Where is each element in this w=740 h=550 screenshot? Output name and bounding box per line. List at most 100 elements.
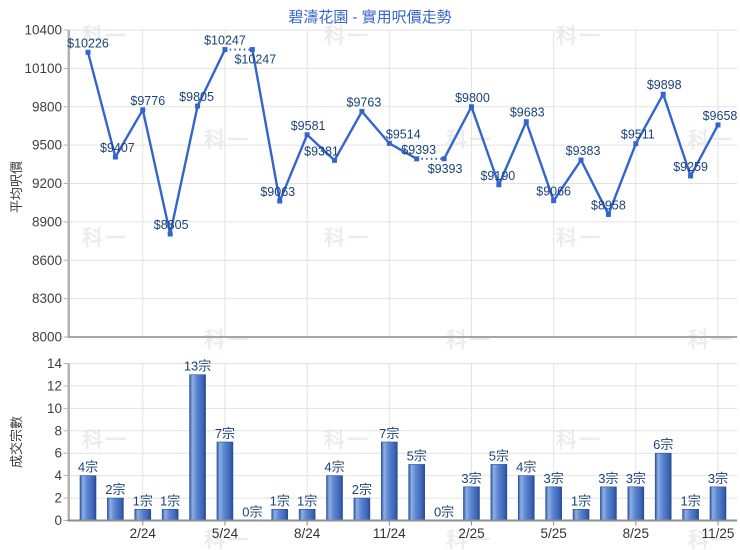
y-axis-line [67,30,70,337]
point-label: $9259 [673,160,708,174]
volume-bar[interactable] [517,475,535,521]
line-point-marker[interactable] [715,122,721,128]
volume-bar[interactable] [79,475,97,521]
x-tick-label: 5/25 [541,526,567,541]
point-label: $9898 [647,78,682,92]
y-tick-label: 12 [47,378,62,393]
bar-label: 4宗 [324,460,344,475]
volume-bar[interactable] [682,508,699,521]
bar-label: 3宗 [461,471,481,486]
bar-label: 2宗 [105,482,125,497]
bar-label: 1宗 [571,493,591,508]
volume-bar[interactable] [463,486,480,521]
watermark: 科一 [204,529,250,550]
line-point-marker[interactable] [167,231,173,237]
y-tick-label: 10 [47,401,62,416]
volume-bar[interactable] [627,486,645,521]
point-label: $10247 [204,34,246,48]
volume-bar-chart: 0 2 4 6 8 10 12 14 4宗 2宗 1宗 1宗 13宗 7宗 0宗 1宗 1宗 4宗 2宗 7宗 5宗 0宗… [47,356,737,541]
watermark: 科一 [82,429,128,452]
point-label: $9658 [703,109,738,123]
volume-bar[interactable] [271,508,289,521]
volume-bar[interactable] [408,464,425,521]
line-point-marker[interactable] [85,49,91,55]
x-tick-label: 2/24 [130,526,157,541]
line-point-marker[interactable] [386,140,392,146]
point-label: $10226 [67,36,109,50]
point-label: $9776 [130,94,165,108]
volume-bar[interactable] [189,374,206,521]
volume-bar[interactable] [134,508,152,521]
x-tick-label: 11/24 [373,526,406,541]
watermark: 科一 [82,25,128,48]
line-point-marker[interactable] [277,198,283,204]
line-point-marker[interactable] [578,157,584,163]
point-label: $9763 [347,95,382,109]
point-label: $9581 [291,119,326,133]
line-point-marker[interactable] [359,108,365,114]
bar-label: 0宗 [242,505,262,520]
line-point-marker[interactable] [633,141,639,147]
line-point-marker[interactable] [551,198,557,204]
line-point-marker[interactable] [140,107,146,113]
bar-label: 0宗 [434,505,454,520]
line-point-marker[interactable] [660,91,666,97]
line-point-marker[interactable] [222,47,228,53]
volume-bar[interactable] [107,497,124,521]
y-tick-label: 8900 [32,214,62,229]
y-tick-label: 8300 [32,291,62,306]
point-label: $9805 [179,90,214,104]
line-point-marker[interactable] [195,103,201,109]
watermark: 科一 [204,129,250,152]
volume-bar[interactable] [216,441,234,521]
bar-label: 1宗 [270,493,290,508]
line-point-marker[interactable] [249,47,255,53]
y-axis-line [67,363,70,521]
point-label: $9683 [510,106,545,120]
y-tick-label: 9800 [32,99,62,114]
bar-label: 3宗 [626,471,646,486]
line-point-marker[interactable] [441,156,447,162]
volume-bar[interactable] [545,486,562,521]
y-tick-label: 8600 [32,253,62,268]
point-label: $9190 [480,169,515,183]
volume-bar[interactable] [709,486,727,521]
point-label: $9514 [386,127,421,141]
watermark: 科一 [82,227,128,250]
y-tick-label: 4 [54,468,62,483]
bar-label: 2宗 [352,482,372,497]
volume-bar[interactable] [326,475,343,521]
volume-bar[interactable] [161,508,179,521]
line-point-marker[interactable] [496,182,502,188]
line-point-marker[interactable] [605,211,611,217]
line-point-marker[interactable] [332,157,338,163]
bar-label: 4宗 [78,460,98,475]
bar-label: 1宗 [133,493,153,508]
line-point-marker[interactable] [414,156,420,162]
line-point-marker[interactable] [304,132,310,138]
x-tick-label: 5/24 [212,526,239,541]
watermark: 科一 [556,227,602,250]
watermark: 科一 [204,329,250,352]
volume-bar[interactable] [490,464,508,521]
point-label: $9407 [100,141,135,155]
y-tick-label: 10400 [24,23,62,38]
bar-label: 6宗 [653,437,673,452]
volume-bar[interactable] [353,497,371,521]
point-label: $8805 [154,218,189,232]
line-point-marker[interactable] [112,154,118,160]
volume-bar[interactable] [381,441,398,521]
line-point-marker[interactable] [523,119,529,125]
y-tick-label: 9200 [32,176,62,191]
point-label: $9393 [428,162,463,176]
watermark: 科一 [446,529,492,550]
line-point-marker[interactable] [468,104,474,110]
watermark: 科一 [446,329,492,352]
line-point-marker[interactable] [688,173,694,179]
volume-bar[interactable] [600,486,617,521]
x-tick-label: 8/25 [623,526,649,541]
volume-bar[interactable] [654,452,672,521]
volume-bar[interactable] [298,508,316,521]
volume-bar[interactable] [572,508,590,521]
